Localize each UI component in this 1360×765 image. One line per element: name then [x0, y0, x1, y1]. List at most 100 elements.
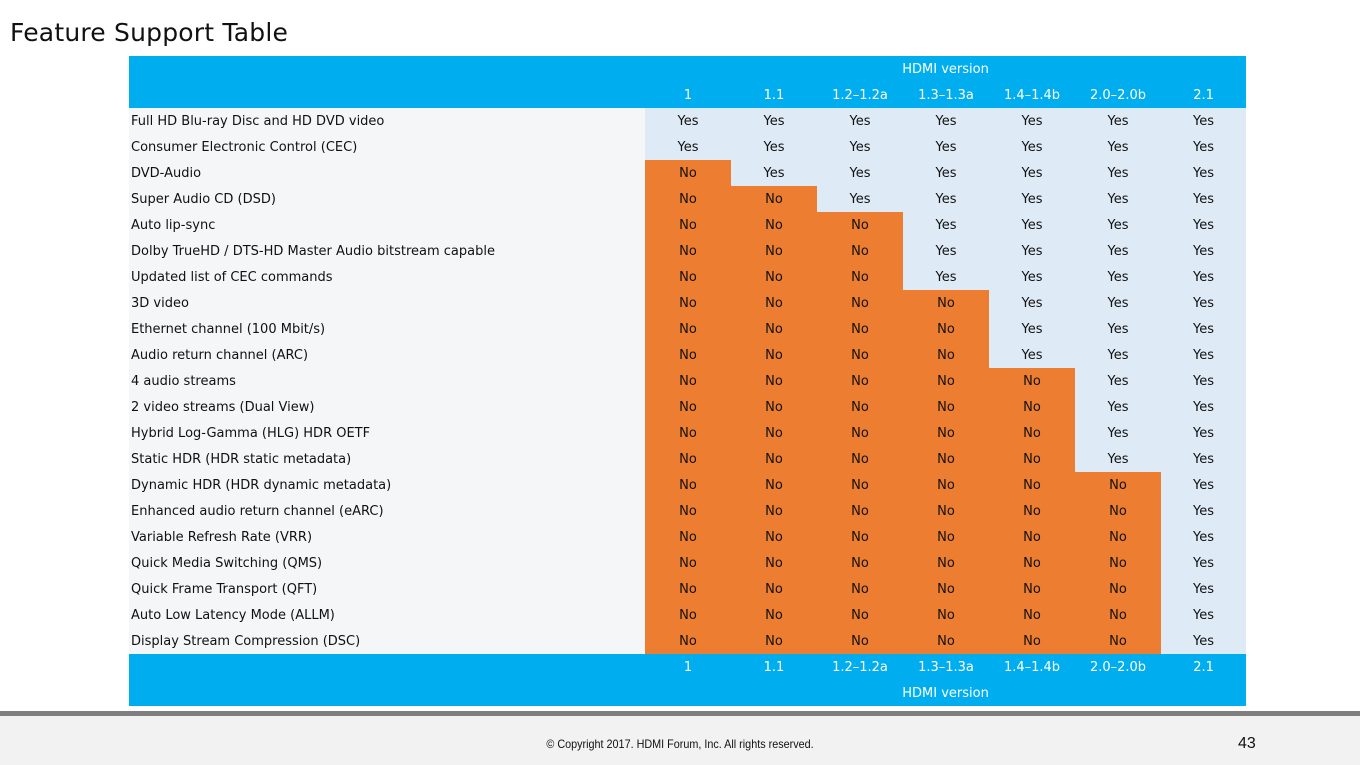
footer-label-row: HDMI version: [129, 680, 1247, 706]
support-cell: Yes: [1075, 134, 1161, 160]
footer-divider: [0, 711, 1360, 716]
support-cell: Yes: [989, 316, 1075, 342]
table-row: Super Audio CD (DSD) No No Yes Yes Yes Yes Yes: [129, 186, 1247, 212]
support-cell: No: [645, 420, 731, 446]
table-row: Updated list of CEC commands No No No Yes Yes…: [129, 264, 1247, 290]
support-cell: No: [1075, 576, 1161, 602]
support-cell: No: [903, 368, 989, 394]
support-cell: No: [817, 212, 903, 238]
header-spacer: [129, 82, 645, 108]
header-version-cell: 1.3–1.3a: [903, 82, 989, 108]
support-cell: No: [731, 524, 817, 550]
table-row: Display Stream Compression (DSC) No No No No…: [129, 628, 1247, 654]
support-cell: No: [731, 550, 817, 576]
support-cell: No: [645, 212, 731, 238]
support-cell: Yes: [1161, 134, 1247, 160]
support-cell: No: [989, 420, 1075, 446]
table-row: Enhanced audio return channel (eARC) No No…: [129, 498, 1247, 524]
support-cell: No: [903, 498, 989, 524]
support-cell: Yes: [1075, 160, 1161, 186]
support-cell: No: [645, 628, 731, 654]
slide-footer: © Copyright 2017. HDMI Forum, Inc. All r…: [0, 716, 1360, 765]
feature-name: Variable Refresh Rate (VRR): [129, 524, 645, 550]
support-cell: Yes: [903, 134, 989, 160]
support-cell: No: [817, 498, 903, 524]
support-cell: No: [731, 446, 817, 472]
support-cell: Yes: [1161, 368, 1247, 394]
support-cell: No: [903, 290, 989, 316]
support-cell: No: [731, 420, 817, 446]
support-cell: Yes: [1075, 446, 1161, 472]
feature-name: Static HDR (HDR static metadata): [129, 446, 645, 472]
support-cell: Yes: [1075, 420, 1161, 446]
page-number: 43: [1238, 735, 1256, 752]
footer-version-cell: 1.1: [731, 654, 817, 680]
support-cell: No: [903, 524, 989, 550]
support-cell: No: [903, 550, 989, 576]
feature-name: Ethernet channel (100 Mbit/s): [129, 316, 645, 342]
support-cell: Yes: [1075, 290, 1161, 316]
support-cell: Yes: [1075, 108, 1161, 134]
support-cell: Yes: [1161, 394, 1247, 420]
support-cell: Yes: [1161, 108, 1247, 134]
table-row: Variable Refresh Rate (VRR) No No No No No No Y…: [129, 524, 1247, 550]
footer-version-cell: 2.1: [1161, 654, 1247, 680]
support-cell: No: [645, 524, 731, 550]
header-label-row: HDMI version: [129, 56, 1247, 82]
feature-name: 2 video streams (Dual View): [129, 394, 645, 420]
support-cell: No: [645, 264, 731, 290]
support-cell: Yes: [1161, 628, 1247, 654]
support-cell: Yes: [1075, 368, 1161, 394]
footer-spacer: [129, 654, 645, 680]
support-cell: No: [1075, 498, 1161, 524]
table-row: Quick Frame Transport (QFT) No No No No No No Y…: [129, 576, 1247, 602]
support-cell: No: [1075, 550, 1161, 576]
support-cell: No: [645, 446, 731, 472]
feature-name: 3D video: [129, 290, 645, 316]
support-cell: Yes: [1161, 602, 1247, 628]
support-cell: Yes: [903, 186, 989, 212]
support-cell: No: [903, 394, 989, 420]
header-version-cell: 1.2–1.2a: [817, 82, 903, 108]
footer-versions-row: 1 1.1 1.2–1.2a 1.3–1.3a 1.4–1.4b 2.0–2.0b 2.1: [129, 654, 1247, 680]
support-cell: No: [989, 472, 1075, 498]
support-cell: Yes: [1075, 316, 1161, 342]
header-version-label: HDMI version: [645, 56, 1247, 82]
support-cell: No: [817, 238, 903, 264]
support-cell: Yes: [1161, 550, 1247, 576]
support-cell: No: [645, 238, 731, 264]
support-cell: No: [817, 368, 903, 394]
support-cell: No: [645, 290, 731, 316]
support-cell: Yes: [1161, 290, 1247, 316]
support-cell: Yes: [989, 108, 1075, 134]
support-cell: Yes: [1075, 264, 1161, 290]
support-cell: No: [817, 576, 903, 602]
support-cell: No: [903, 420, 989, 446]
feature-name: Dynamic HDR (HDR dynamic metadata): [129, 472, 645, 498]
feature-name: Super Audio CD (DSD): [129, 186, 645, 212]
support-cell: No: [1075, 472, 1161, 498]
support-cell: No: [731, 264, 817, 290]
support-cell: No: [645, 316, 731, 342]
feature-name: Quick Media Switching (QMS): [129, 550, 645, 576]
support-cell: Yes: [903, 160, 989, 186]
feature-name: Enhanced audio return channel (eARC): [129, 498, 645, 524]
table-row: DVD-Audio No Yes Yes Yes Yes Yes Yes: [129, 160, 1247, 186]
header-version-cell: 2.1: [1161, 82, 1247, 108]
support-cell: No: [817, 342, 903, 368]
feature-name: Auto lip-sync: [129, 212, 645, 238]
support-cell: No: [903, 602, 989, 628]
feature-name: Auto Low Latency Mode (ALLM): [129, 602, 645, 628]
support-cell: No: [989, 394, 1075, 420]
table-row: Audio return channel (ARC) No No No No Yes Yes…: [129, 342, 1247, 368]
support-cell: No: [817, 394, 903, 420]
support-cell: No: [731, 238, 817, 264]
support-cell: No: [903, 576, 989, 602]
table-row: Hybrid Log-Gamma (HLG) HDR OETF No No No No N…: [129, 420, 1247, 446]
support-cell: Yes: [989, 342, 1075, 368]
support-cell: Yes: [989, 186, 1075, 212]
support-cell: Yes: [1161, 186, 1247, 212]
support-cell: No: [817, 602, 903, 628]
support-cell: Yes: [817, 108, 903, 134]
header-version-cell: 1: [645, 82, 731, 108]
